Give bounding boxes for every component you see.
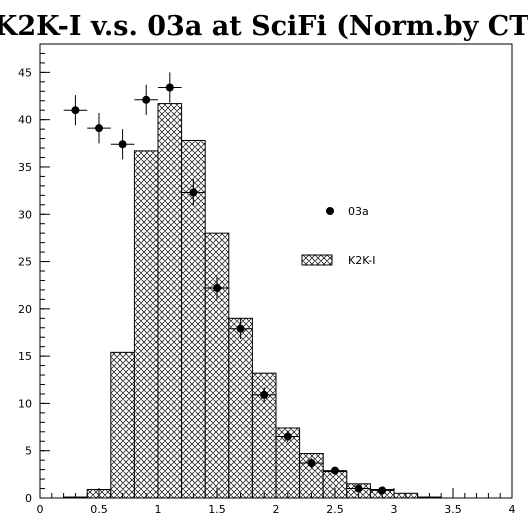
data-point: [63, 95, 88, 126]
point-marker: [331, 466, 339, 475]
data-point: [110, 129, 135, 160]
y-tick-label: 20: [18, 303, 32, 316]
x-tick-label: 2.5: [326, 503, 344, 516]
data-point: [346, 484, 371, 493]
y-tick-label: 25: [18, 256, 32, 269]
legend-marker-k2k: [301, 254, 333, 266]
histogram-bar: [204, 232, 230, 499]
point-marker: [165, 83, 174, 92]
data-point: [181, 179, 206, 206]
y-tick-label: 10: [18, 397, 32, 410]
y-tick-label: 35: [18, 161, 32, 174]
x-tick-label: 1: [155, 503, 162, 516]
chart-title: K2K-I v.s. 03a at SciFi (Norm.by CT): [0, 11, 528, 42]
histogram-layer: [63, 103, 442, 499]
y-tick-label: 45: [18, 66, 32, 79]
point-marker: [354, 484, 363, 493]
point-marker: [260, 390, 269, 399]
x-tick-label: 4: [509, 503, 516, 516]
y-tick-label: 0: [25, 492, 32, 505]
histogram-bar: [133, 150, 159, 499]
point-marker: [95, 124, 103, 133]
data-point: [276, 430, 300, 443]
y-tick-label: 15: [18, 350, 32, 363]
legend-label-k2k: K2K-I: [348, 254, 375, 267]
data-point: [205, 276, 229, 300]
histogram-bar: [157, 103, 183, 499]
x-tick-label: 3.5: [444, 503, 462, 516]
point-marker: [307, 459, 316, 468]
data-point: [323, 466, 347, 475]
x-tick-label: 0: [37, 503, 44, 516]
data-point: [252, 387, 276, 403]
point-marker: [283, 432, 292, 441]
x-tick-label: 3: [391, 503, 398, 516]
data-point: [299, 458, 324, 468]
histogram-bar: [110, 351, 135, 499]
legend-label-03a: 03a: [348, 205, 369, 218]
data-point: [134, 84, 158, 115]
x-tick-label: 2: [273, 503, 280, 516]
x-tick-label: 1.5: [208, 503, 226, 516]
y-tick-label: 5: [25, 445, 32, 458]
legend-marker-03a: [326, 207, 334, 215]
point-marker: [118, 140, 127, 149]
point-marker: [378, 486, 387, 495]
point-marker: [71, 106, 80, 115]
data-point: [87, 113, 111, 144]
point-marker: [142, 95, 151, 104]
data-point: [370, 486, 394, 495]
point-marker: [213, 284, 221, 293]
point-marker: [236, 324, 245, 333]
data-points-layer: [63, 72, 394, 495]
data-point: [228, 318, 253, 340]
y-tick-label: 40: [18, 114, 32, 127]
y-tick-label: 30: [18, 208, 32, 221]
x-tick-label: 0.5: [90, 503, 108, 516]
data-point: [158, 72, 182, 103]
point-marker: [189, 188, 198, 197]
legend: 03a K2K-I: [301, 205, 375, 267]
histogram-bar: [228, 317, 253, 499]
